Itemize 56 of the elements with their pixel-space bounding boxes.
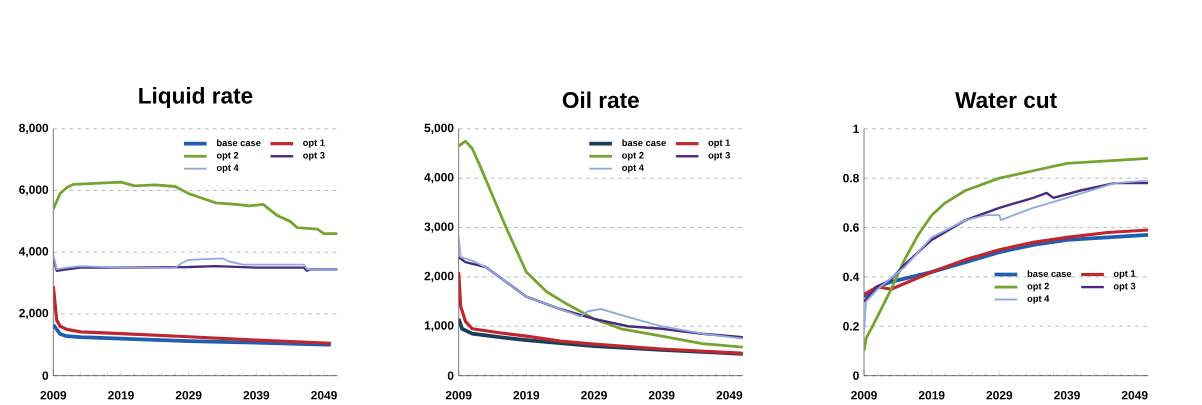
legend-label: opt 2 — [216, 152, 239, 161]
y-tick-label: 0 — [42, 371, 49, 380]
x-tick-label: 2019 — [918, 391, 945, 400]
y-tick-label: 0.4 — [843, 272, 860, 282]
legend-label: base case — [1027, 270, 1072, 277]
y-tick-label: 8,000 — [19, 123, 49, 134]
x-tick-label: 2029 — [581, 391, 607, 400]
legend-label: opt 2 — [1027, 282, 1049, 292]
x-tick-label: 2009 — [851, 391, 877, 400]
x-tick-label: 2049 — [716, 391, 743, 400]
y-tick-label: 0.8 — [843, 173, 859, 183]
x-tick-label: 2009 — [445, 391, 472, 400]
chart-title: Oil rate — [562, 91, 639, 109]
x-tick-label: 2029 — [175, 391, 202, 400]
chart-title: Liquid rate — [139, 87, 253, 109]
y-tick-label: 5,000 — [424, 123, 454, 134]
y-tick-label: 4,000 — [424, 173, 454, 184]
legend-label: opt 3 — [303, 152, 325, 161]
chart-title: Water cut — [955, 92, 1057, 109]
line-series — [53, 284, 333, 345]
y-tick-label: 0 — [447, 371, 454, 380]
y-tick-label: 1,000 — [424, 321, 454, 332]
legend-label: opt 2 — [622, 152, 644, 161]
legend-label: base case — [622, 139, 666, 147]
line-series — [53, 322, 333, 347]
x-tick-label: 2039 — [243, 391, 270, 400]
legend-label: opt 4 — [622, 164, 644, 173]
x-tick-label: 2019 — [513, 391, 540, 400]
y-tick-label: 0 — [853, 371, 859, 380]
line-series — [53, 180, 338, 236]
x-tick-label: 2009 — [40, 391, 67, 400]
x-tick-label: 2039 — [648, 391, 675, 400]
legend-label: opt 4 — [1027, 295, 1050, 304]
legend-label: opt 1 — [303, 139, 325, 148]
x-tick-label: 2029 — [986, 391, 1013, 400]
legend-label: opt 3 — [1113, 282, 1136, 292]
y-tick-label: 0.2 — [843, 322, 859, 331]
y-tick-label: 6,000 — [19, 185, 49, 196]
line-series — [458, 139, 743, 349]
line-series — [864, 181, 1149, 303]
y-tick-label: 2,000 — [19, 308, 49, 320]
legend-label: opt 3 — [708, 152, 730, 161]
x-tick-label: 2019 — [108, 391, 134, 400]
y-tick-label: 0.6 — [843, 223, 859, 232]
legend-label: opt 1 — [1113, 270, 1136, 279]
x-tick-label: 2049 — [1121, 391, 1148, 400]
legend-label: base case — [217, 139, 261, 147]
line-series — [458, 270, 743, 356]
y-tick-label: 3,000 — [424, 222, 454, 233]
legend-label: opt 1 — [708, 139, 731, 148]
legend-label: opt 4 — [216, 164, 239, 173]
x-tick-label: 2039 — [1054, 391, 1080, 400]
y-tick-label: 1 — [853, 124, 859, 133]
y-tick-label: 2,000 — [424, 271, 454, 283]
x-tick-label: 2049 — [311, 391, 337, 400]
y-tick-label: 4,000 — [18, 247, 49, 258]
